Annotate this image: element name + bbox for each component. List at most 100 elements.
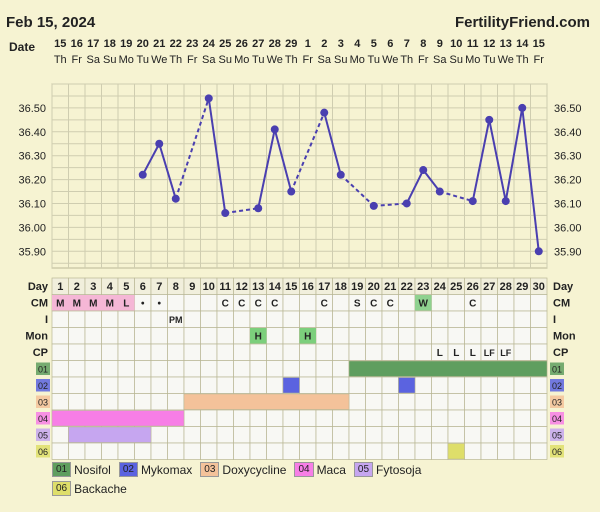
cycle-day: 15 — [285, 281, 297, 293]
row-cell — [117, 327, 135, 345]
row-cell — [68, 442, 86, 460]
row-cell — [282, 426, 300, 444]
cm-value: W — [419, 299, 429, 310]
row-cell — [480, 426, 498, 444]
cm-value: L — [123, 299, 129, 310]
weekday: Sa — [318, 54, 332, 66]
y-tick-left: 36.50 — [18, 103, 46, 115]
cm-value: C — [238, 299, 245, 310]
med-bar — [348, 360, 548, 377]
date-number: 13 — [500, 38, 512, 50]
legend-swatch: 01 — [52, 462, 72, 477]
row-cell — [381, 343, 399, 361]
row-cell — [464, 393, 482, 411]
date-number: 14 — [516, 38, 529, 50]
temp-line — [257, 129, 276, 209]
weekday: Th — [169, 54, 182, 66]
row-label-left: I — [45, 314, 48, 326]
cycle-day: 16 — [302, 281, 314, 293]
row-cell — [51, 310, 69, 328]
row-cell — [51, 393, 69, 411]
row-cell — [431, 426, 449, 444]
temp-line — [141, 143, 161, 176]
row-cell — [183, 409, 201, 427]
row-cell — [332, 442, 350, 460]
row-cell — [398, 294, 416, 312]
cycle-day: 19 — [351, 281, 363, 293]
date-number: 6 — [387, 38, 393, 50]
row-cell — [299, 310, 317, 328]
cycle-day: 8 — [173, 281, 179, 293]
row-code-left: 03 — [38, 398, 48, 408]
legend-label: Nosifol — [74, 462, 111, 477]
row-cell — [497, 294, 515, 312]
row-code-right: 03 — [552, 398, 562, 408]
row-cell — [68, 310, 86, 328]
row-cell — [150, 343, 168, 361]
row-cell — [447, 310, 465, 328]
row-cell — [315, 409, 333, 427]
row-cell — [398, 343, 416, 361]
legend-item: 03 Doxycycline — [200, 462, 286, 477]
y-tick-left: 35.90 — [18, 246, 46, 258]
row-cell — [134, 327, 152, 345]
date-number: 11 — [467, 38, 479, 50]
legend-item: 05 Fytosoja — [353, 462, 421, 477]
row-cell — [282, 360, 300, 378]
row-cell — [183, 360, 201, 378]
row-cell — [414, 343, 432, 361]
cm-value: M — [89, 299, 97, 310]
weekday: Fr — [72, 54, 83, 66]
date-number: 7 — [404, 38, 410, 50]
row-cell — [266, 409, 284, 427]
weekday: We — [151, 54, 167, 66]
row-cell — [68, 343, 86, 361]
date-number: 10 — [450, 38, 462, 50]
row-cell — [431, 409, 449, 427]
date-number: 9 — [437, 38, 443, 50]
row-cell — [513, 327, 531, 345]
row-code-swatch-left — [36, 379, 50, 392]
row-cell — [134, 393, 152, 411]
row-cell — [464, 327, 482, 345]
row-cell — [315, 310, 333, 328]
row-code-swatch-right — [550, 379, 564, 392]
row-cell — [414, 393, 432, 411]
row-label-right: I — [553, 314, 556, 326]
mon-cell — [250, 328, 267, 344]
weekday: Fr — [187, 54, 198, 66]
legend-label: Maca — [316, 462, 346, 477]
row-cell — [150, 442, 168, 460]
row-cell — [431, 294, 449, 312]
cycle-day: 25 — [450, 281, 462, 293]
row-cell — [266, 360, 284, 378]
med-bar — [282, 377, 300, 394]
row-cell — [101, 393, 119, 411]
row-cell — [101, 343, 119, 361]
row-cell — [282, 343, 300, 361]
date-number: 18 — [104, 38, 116, 50]
weekday: Mo — [119, 54, 134, 66]
row-code-left: 02 — [38, 381, 48, 391]
row-cell — [530, 442, 548, 460]
cycle-day: 29 — [516, 281, 528, 293]
y-tick-left: 36.40 — [18, 127, 46, 139]
row-label-right: CM — [553, 298, 570, 310]
row-cell — [497, 426, 515, 444]
date-number: 20 — [137, 38, 149, 50]
weekday: Tu — [252, 54, 264, 66]
temp-point — [501, 197, 510, 206]
temp-point — [320, 108, 329, 117]
row-cell — [315, 360, 333, 378]
row-cell — [117, 442, 135, 460]
temp-line — [488, 119, 507, 202]
row-cell — [266, 327, 284, 345]
row-cell — [200, 360, 218, 378]
row-cell — [167, 360, 185, 378]
date-number: 25 — [219, 38, 231, 50]
row-cell — [200, 376, 218, 394]
row-cell — [513, 376, 531, 394]
row-cell — [348, 393, 366, 411]
row-cell — [398, 327, 416, 345]
